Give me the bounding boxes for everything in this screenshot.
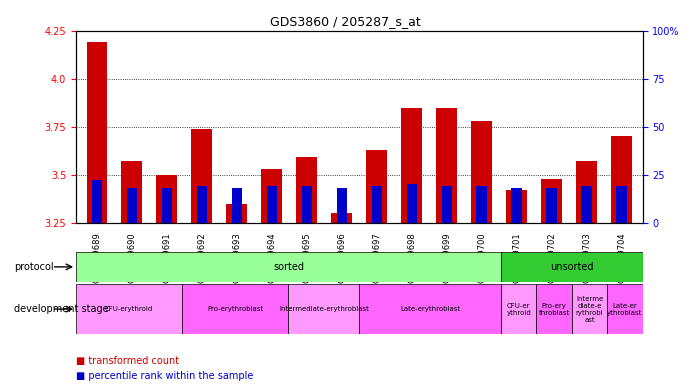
- Bar: [162, 188, 172, 223]
- Bar: [611, 136, 632, 223]
- Bar: [227, 204, 247, 223]
- Bar: [541, 179, 562, 223]
- Bar: [366, 150, 387, 223]
- FancyBboxPatch shape: [536, 284, 571, 334]
- Bar: [442, 186, 452, 223]
- Text: unsorted: unsorted: [550, 262, 594, 272]
- Bar: [126, 188, 138, 223]
- Bar: [332, 213, 352, 223]
- Bar: [401, 108, 422, 223]
- FancyBboxPatch shape: [76, 284, 182, 334]
- Text: CFU-erythroid: CFU-erythroid: [105, 306, 153, 312]
- Bar: [337, 188, 347, 223]
- Bar: [581, 186, 592, 223]
- FancyBboxPatch shape: [571, 284, 607, 334]
- FancyBboxPatch shape: [501, 284, 536, 334]
- Bar: [197, 186, 207, 223]
- Bar: [507, 190, 527, 223]
- FancyBboxPatch shape: [501, 252, 643, 282]
- Text: protocol: protocol: [14, 262, 53, 272]
- Bar: [156, 175, 178, 223]
- Bar: [296, 157, 317, 223]
- Text: CFU-er
ythroid: CFU-er ythroid: [507, 303, 531, 316]
- Text: ■ percentile rank within the sample: ■ percentile rank within the sample: [76, 371, 254, 381]
- Bar: [436, 108, 457, 223]
- Text: sorted: sorted: [273, 262, 304, 272]
- Bar: [191, 129, 212, 223]
- Bar: [471, 121, 492, 223]
- FancyBboxPatch shape: [289, 284, 359, 334]
- Bar: [477, 186, 487, 223]
- Bar: [267, 186, 277, 223]
- Text: Interme
diate-e
rythrobl
ast: Interme diate-e rythrobl ast: [576, 296, 603, 323]
- Bar: [372, 186, 382, 223]
- Bar: [92, 180, 102, 223]
- Bar: [86, 42, 108, 223]
- Bar: [547, 188, 557, 223]
- Bar: [616, 186, 627, 223]
- FancyBboxPatch shape: [182, 284, 289, 334]
- Bar: [511, 188, 522, 223]
- Bar: [231, 188, 242, 223]
- Bar: [122, 161, 142, 223]
- Bar: [406, 184, 417, 223]
- Bar: [301, 186, 312, 223]
- Text: Late-erythroblast: Late-erythroblast: [400, 306, 460, 312]
- Bar: [261, 169, 283, 223]
- Text: ■ transformed count: ■ transformed count: [76, 356, 179, 366]
- Text: development stage: development stage: [14, 304, 108, 314]
- Text: Late-er
ythroblast: Late-er ythroblast: [607, 303, 643, 316]
- Text: Pro-erythroblast: Pro-erythroblast: [207, 306, 263, 312]
- Text: Intermediate-erythroblast: Intermediate-erythroblast: [279, 306, 369, 312]
- Text: Pro-ery
throblast: Pro-ery throblast: [538, 303, 569, 316]
- Text: GDS3860 / 205287_s_at: GDS3860 / 205287_s_at: [270, 15, 421, 28]
- FancyBboxPatch shape: [76, 252, 501, 282]
- Bar: [576, 161, 597, 223]
- FancyBboxPatch shape: [607, 284, 643, 334]
- FancyBboxPatch shape: [359, 284, 501, 334]
